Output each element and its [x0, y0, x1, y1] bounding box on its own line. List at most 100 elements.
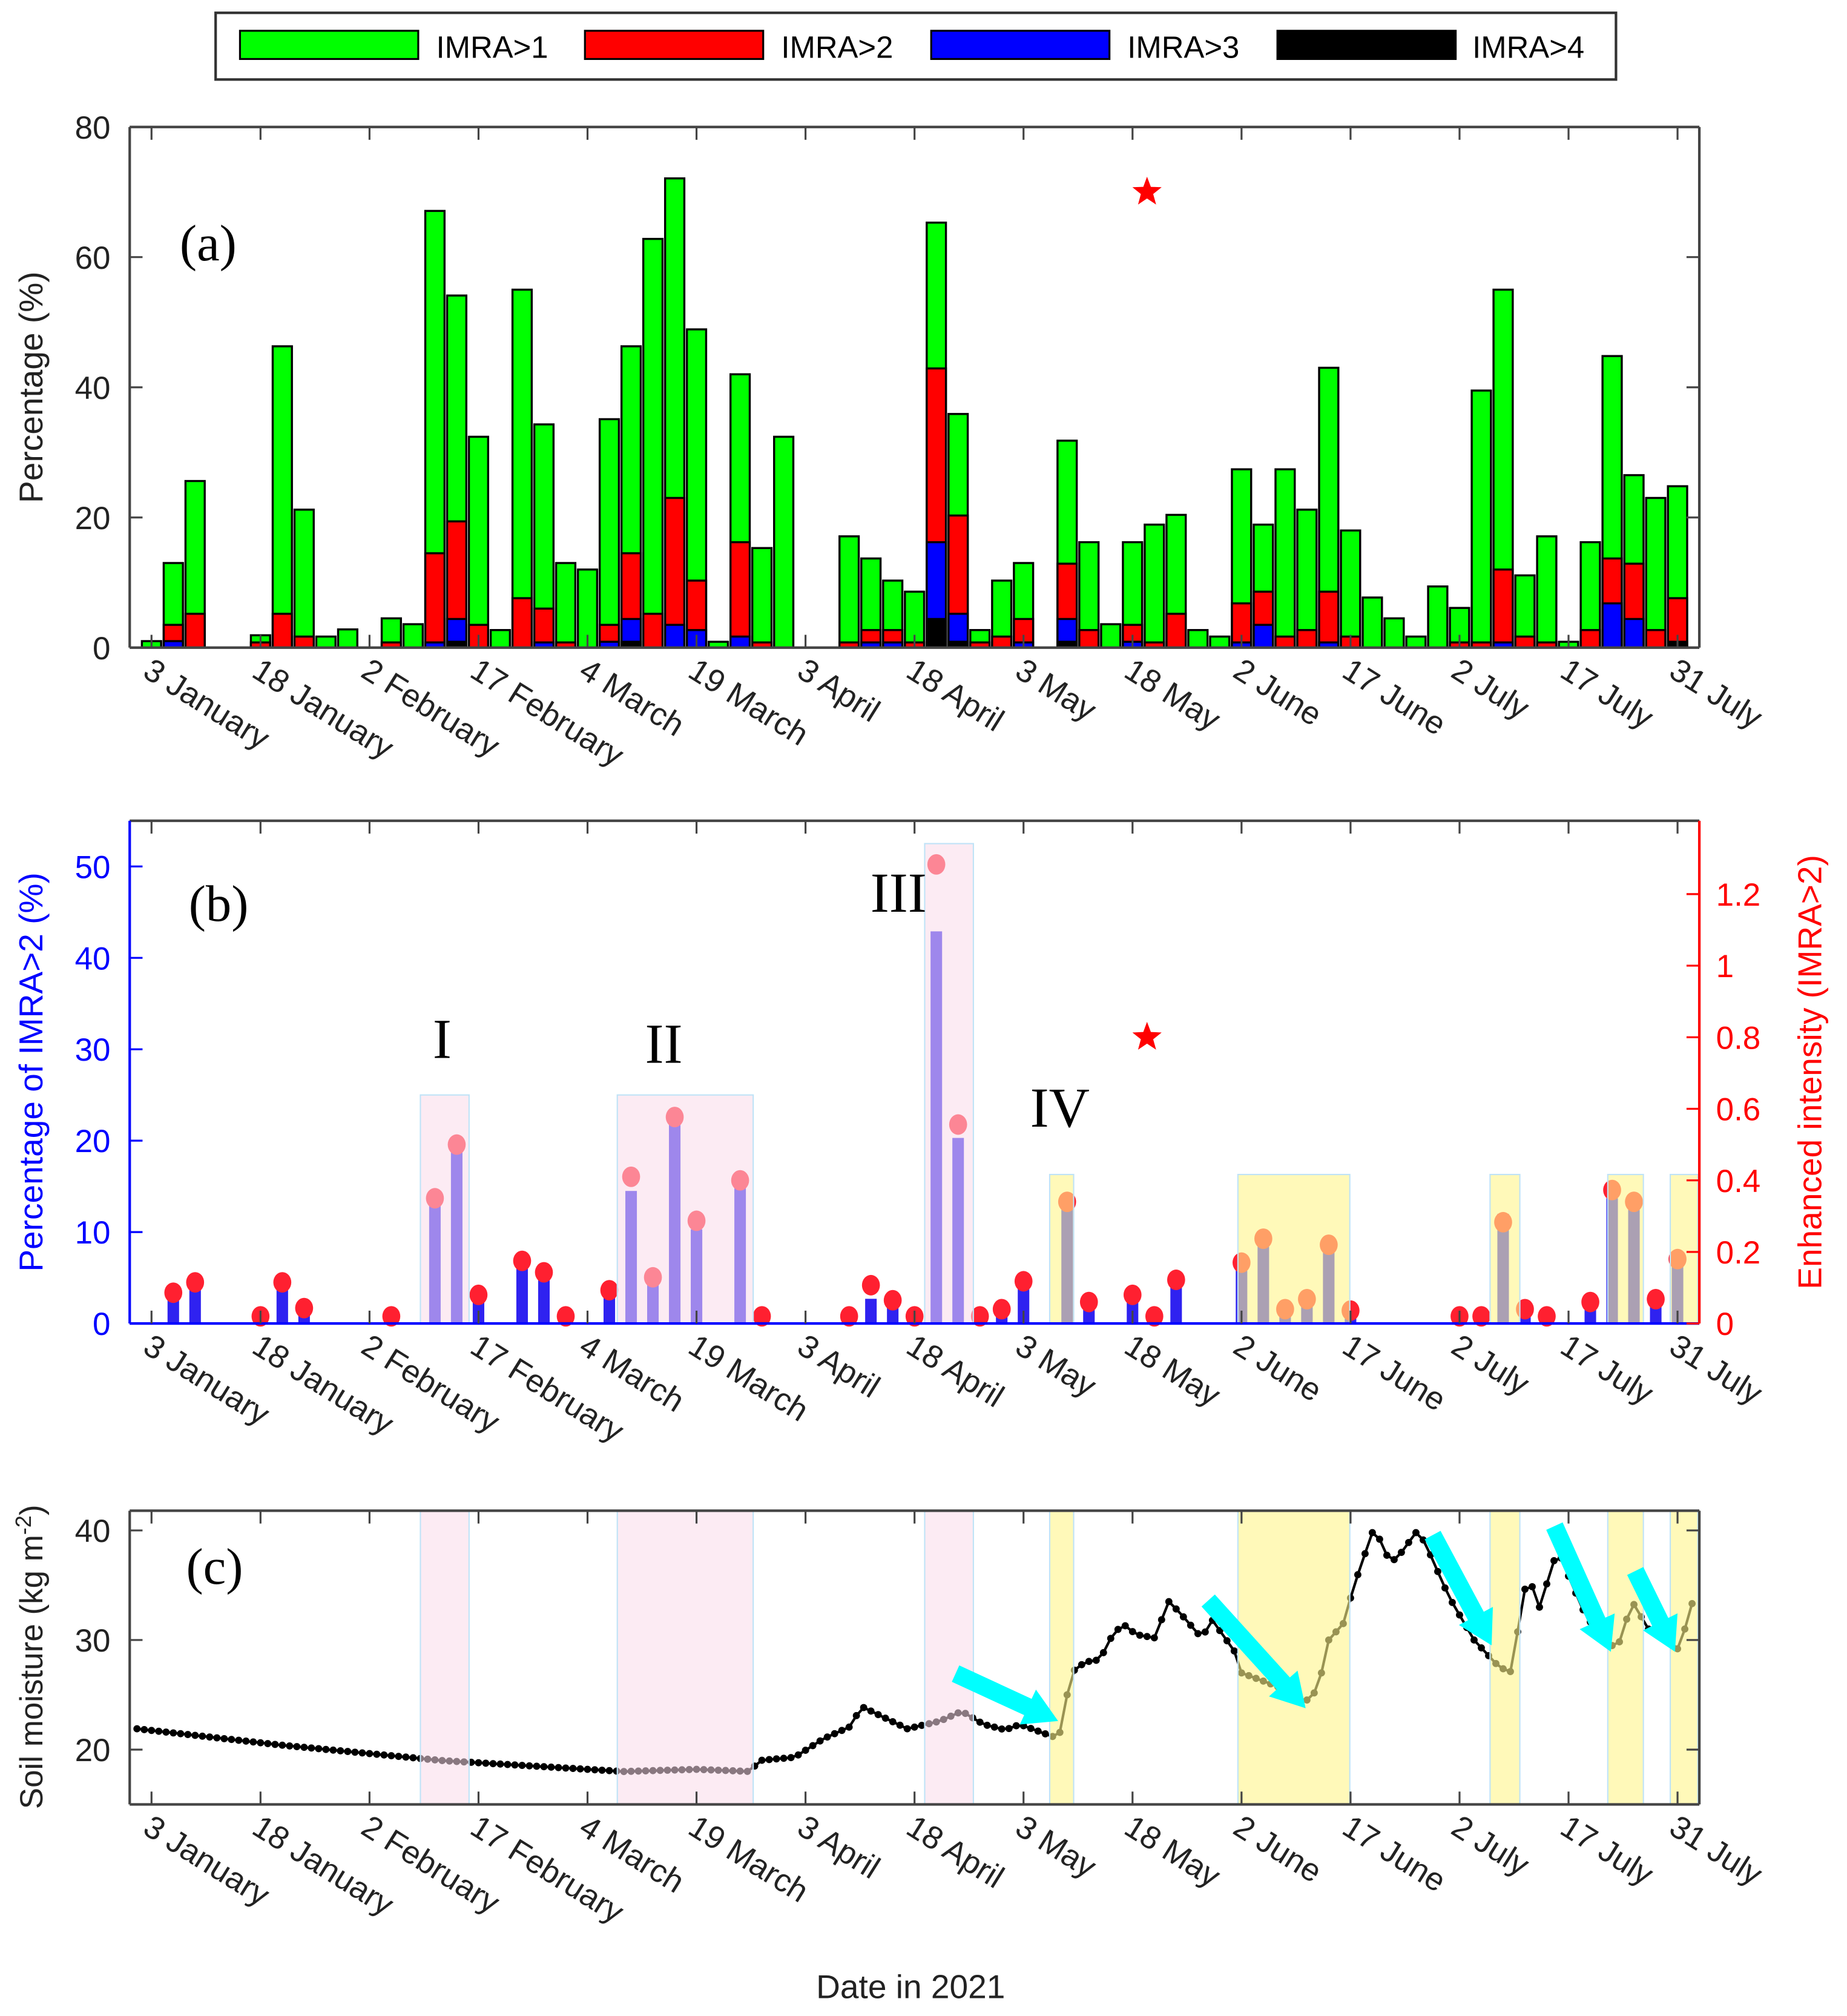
soil-moisture-point [278, 1741, 286, 1749]
soil-moisture-point [271, 1741, 279, 1748]
bar-imra-gt-1 [1209, 635, 1231, 649]
soil-moisture-point [1529, 1583, 1536, 1590]
legend-swatch-imra3 [930, 30, 1111, 61]
soil-moisture-point [1412, 1529, 1420, 1537]
highlight-period-yellow [1607, 1173, 1644, 1325]
soil-moisture-point [794, 1751, 802, 1759]
y-tick-label-right: 0.2 [1716, 1235, 1761, 1271]
y-tick-label-right: 0.8 [1716, 1020, 1761, 1056]
soil-moisture-point [1470, 1636, 1478, 1644]
x-tick-label: 3 May [1009, 1328, 1102, 1405]
intensity-dot [1538, 1306, 1556, 1327]
soil-moisture-point [133, 1725, 141, 1733]
bar-imra-gt-1 [1100, 623, 1122, 649]
soil-moisture-point [852, 1711, 860, 1719]
intensity-dot [513, 1250, 532, 1271]
soil-moisture-point [540, 1763, 548, 1771]
soil-moisture-point [344, 1748, 352, 1756]
x-tick-label: 17 July [1555, 651, 1660, 736]
soil-moisture-point [409, 1754, 417, 1762]
bar-imra-gt-1 [1296, 509, 1318, 649]
soil-moisture-point [140, 1726, 148, 1733]
star-marker [1132, 1021, 1162, 1050]
soil-moisture-point [1383, 1552, 1391, 1559]
arrow-icon [1627, 1567, 1678, 1652]
y-axis-label: Soil moisture (kg m-2) [11, 1505, 50, 1810]
bar-imra-gt-2 [1274, 635, 1296, 649]
x-tick-label: 2 July [1446, 1808, 1536, 1883]
x-tick-label: 19 March [682, 1808, 814, 1909]
x-tick-label: 2 July [1446, 1328, 1536, 1403]
intensity-dot [382, 1306, 401, 1327]
bar-imra-gt-2 [991, 635, 1013, 649]
highlight-period [1489, 1510, 1521, 1805]
soil-moisture-point [874, 1711, 882, 1719]
bar-imra2-percentage [1018, 1283, 1030, 1324]
x-tick-label: 2 July [1446, 651, 1536, 726]
bar-imra-gt-3 [663, 624, 686, 649]
soil-moisture-point [1368, 1529, 1376, 1537]
intensity-dot [1472, 1306, 1490, 1327]
x-tick-label: 2 June [1228, 1328, 1328, 1409]
highlight-period-yellow [1237, 1173, 1351, 1325]
y-tick-label-left: 20 [75, 1124, 111, 1159]
legend-swatch-imra1 [239, 30, 420, 61]
bar-imra-gt-2 [424, 552, 446, 649]
arrow-icon [1546, 1522, 1615, 1652]
soil-moisture-point [395, 1753, 403, 1761]
soil-moisture-point [918, 1722, 926, 1729]
bar-imra-gt-2 [1514, 635, 1536, 649]
x-tick-label: 18 May [1118, 1808, 1226, 1894]
bar-imra-gt-2 [1165, 613, 1187, 649]
intensity-dot [1581, 1291, 1599, 1313]
soil-moisture-point [1521, 1586, 1529, 1593]
soil-moisture-point [286, 1742, 294, 1750]
soil-moisture-point [293, 1743, 301, 1750]
soil-moisture-point [1187, 1621, 1194, 1629]
bar-imra-gt-2 [1492, 568, 1514, 649]
x-tick-label: 17 June [1337, 1328, 1452, 1418]
soil-moisture-point [351, 1748, 359, 1756]
highlight-period [616, 1510, 754, 1805]
soil-moisture-point [802, 1747, 809, 1754]
soil-moisture-point [547, 1764, 555, 1771]
legend-label-imra3: IMRA>3 [1127, 30, 1239, 64]
y-axis-label-left: Percentage of IMRA>2 (%) [12, 872, 50, 1272]
x-tick-label: 18 April [900, 651, 1010, 739]
bar-imra-gt-1 [773, 435, 795, 649]
soil-moisture-point [1201, 1628, 1209, 1636]
soil-moisture-point [206, 1733, 214, 1741]
bar-imra-gt-1 [642, 237, 664, 649]
bar-imra-gt-2 [1318, 590, 1340, 649]
soil-moisture-point [569, 1765, 577, 1773]
bar-imra-gt-2 [293, 635, 315, 649]
bar-imra-gt-1 [1536, 535, 1558, 649]
x-tick-label: 18 April [900, 1328, 1010, 1415]
bar-imra-gt-1 [315, 635, 337, 649]
soil-moisture-point [184, 1731, 192, 1739]
soil-moisture-point [983, 1721, 991, 1729]
x-tick-label: 2 June [1228, 1808, 1328, 1889]
bar-imra-gt-2 [1645, 629, 1667, 649]
y-tick-label-right: 1 [1716, 949, 1734, 984]
soil-moisture-point [155, 1727, 163, 1735]
legend-label-imra4: IMRA>4 [1472, 30, 1584, 64]
highlight-period-yellow [1670, 1173, 1699, 1325]
soil-moisture-point [562, 1764, 570, 1772]
y-tick-label-right: 1.2 [1716, 877, 1761, 913]
y-tick-label-left: 0 [93, 1306, 110, 1342]
soil-moisture-point [998, 1725, 1006, 1733]
bar-imra-gt-1 [489, 629, 512, 649]
bar-imra-gt-1 [555, 562, 577, 649]
soil-moisture-point [373, 1750, 381, 1758]
highlight-period [420, 1510, 470, 1805]
bar-imra-gt-3 [1601, 602, 1623, 649]
legend-label-imra1: IMRA>1 [436, 30, 548, 64]
soil-moisture-point [380, 1751, 388, 1759]
bar-imra-gt-1 [1645, 496, 1667, 649]
soil-moisture-point [1478, 1644, 1485, 1652]
x-tick-label: 18 April [900, 1808, 1010, 1896]
soil-moisture-point [1078, 1661, 1085, 1668]
bar-imra-gt-1 [271, 345, 293, 649]
